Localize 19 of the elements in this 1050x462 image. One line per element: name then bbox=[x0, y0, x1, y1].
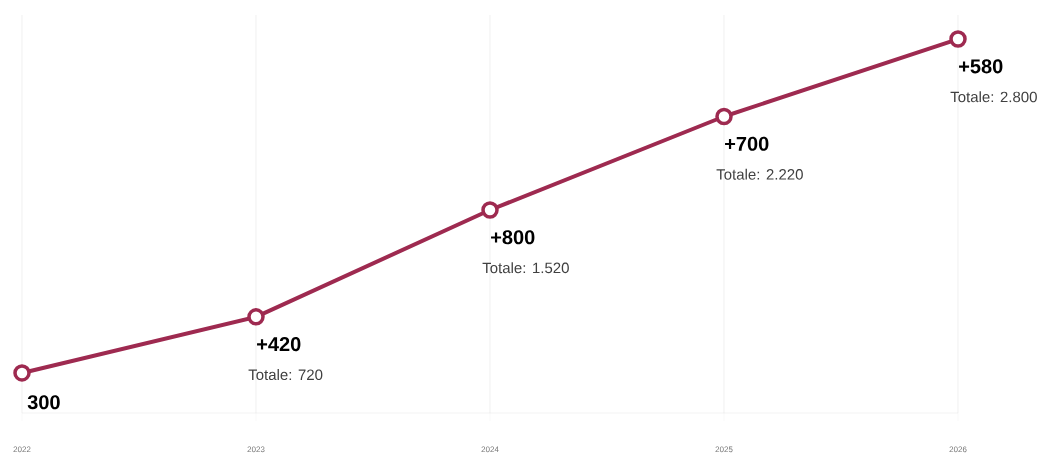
annotation: +420 bbox=[257, 337, 301, 352]
point bbox=[481, 201, 499, 219]
x-tick-label: 2025 bbox=[715, 446, 733, 453]
point bbox=[715, 107, 733, 126]
annotation: +580 bbox=[959, 59, 1003, 74]
data-label: Totale: 2.220 bbox=[716, 168, 803, 180]
x-tick-label: 2026 bbox=[949, 446, 967, 453]
x-tick-label: 2022 bbox=[13, 446, 31, 453]
x-tick-label: 2024 bbox=[481, 446, 499, 453]
point bbox=[949, 30, 967, 48]
data-label: Totale: 1.520 bbox=[482, 262, 569, 274]
data-label: Totale: 720 bbox=[248, 369, 323, 381]
annotation: +800 bbox=[491, 230, 535, 245]
x-tick-label: 2023 bbox=[247, 446, 265, 453]
point bbox=[247, 308, 265, 326]
point bbox=[13, 364, 31, 382]
annotation: +700 bbox=[725, 136, 769, 151]
data-label: 300 bbox=[27, 395, 60, 410]
data-label: Totale: 2.800 bbox=[950, 91, 1037, 103]
